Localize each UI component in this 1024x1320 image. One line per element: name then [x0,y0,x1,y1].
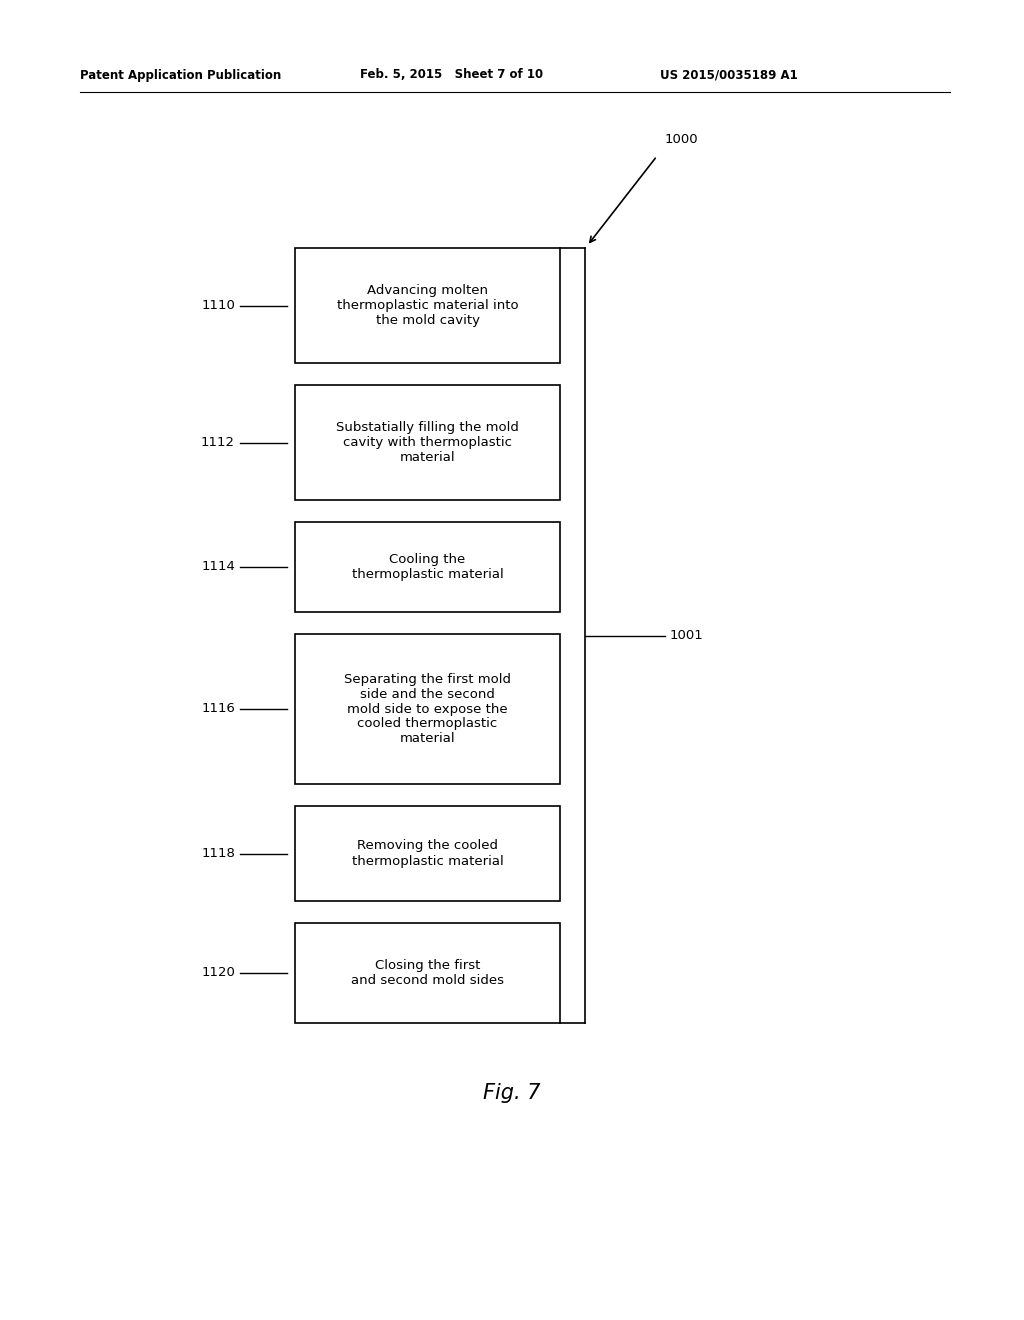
Text: 1116: 1116 [201,702,234,715]
Text: Feb. 5, 2015   Sheet 7 of 10: Feb. 5, 2015 Sheet 7 of 10 [360,69,543,82]
FancyBboxPatch shape [295,923,560,1023]
FancyBboxPatch shape [295,807,560,902]
Text: 1110: 1110 [201,300,234,312]
FancyBboxPatch shape [295,248,560,363]
Text: Removing the cooled
thermoplastic material: Removing the cooled thermoplastic materi… [351,840,504,867]
Text: 1112: 1112 [201,436,234,449]
Text: 1114: 1114 [201,561,234,573]
FancyBboxPatch shape [295,385,560,500]
Text: Separating the first mold
side and the second
mold side to expose the
cooled the: Separating the first mold side and the s… [344,672,511,746]
Text: 1000: 1000 [665,133,698,147]
Text: Patent Application Publication: Patent Application Publication [80,69,282,82]
Text: Substatially filling the mold
cavity with thermoplastic
material: Substatially filling the mold cavity wit… [336,421,519,465]
Text: 1118: 1118 [201,847,234,861]
Text: Cooling the
thermoplastic material: Cooling the thermoplastic material [351,553,504,581]
FancyBboxPatch shape [295,634,560,784]
Text: 1001: 1001 [670,630,703,642]
Text: Advancing molten
thermoplastic material into
the mold cavity: Advancing molten thermoplastic material … [337,284,518,327]
Text: 1120: 1120 [201,966,234,979]
Text: Closing the first
and second mold sides: Closing the first and second mold sides [351,960,504,987]
Text: Fig. 7: Fig. 7 [483,1082,541,1104]
FancyBboxPatch shape [295,521,560,612]
Text: US 2015/0035189 A1: US 2015/0035189 A1 [660,69,798,82]
